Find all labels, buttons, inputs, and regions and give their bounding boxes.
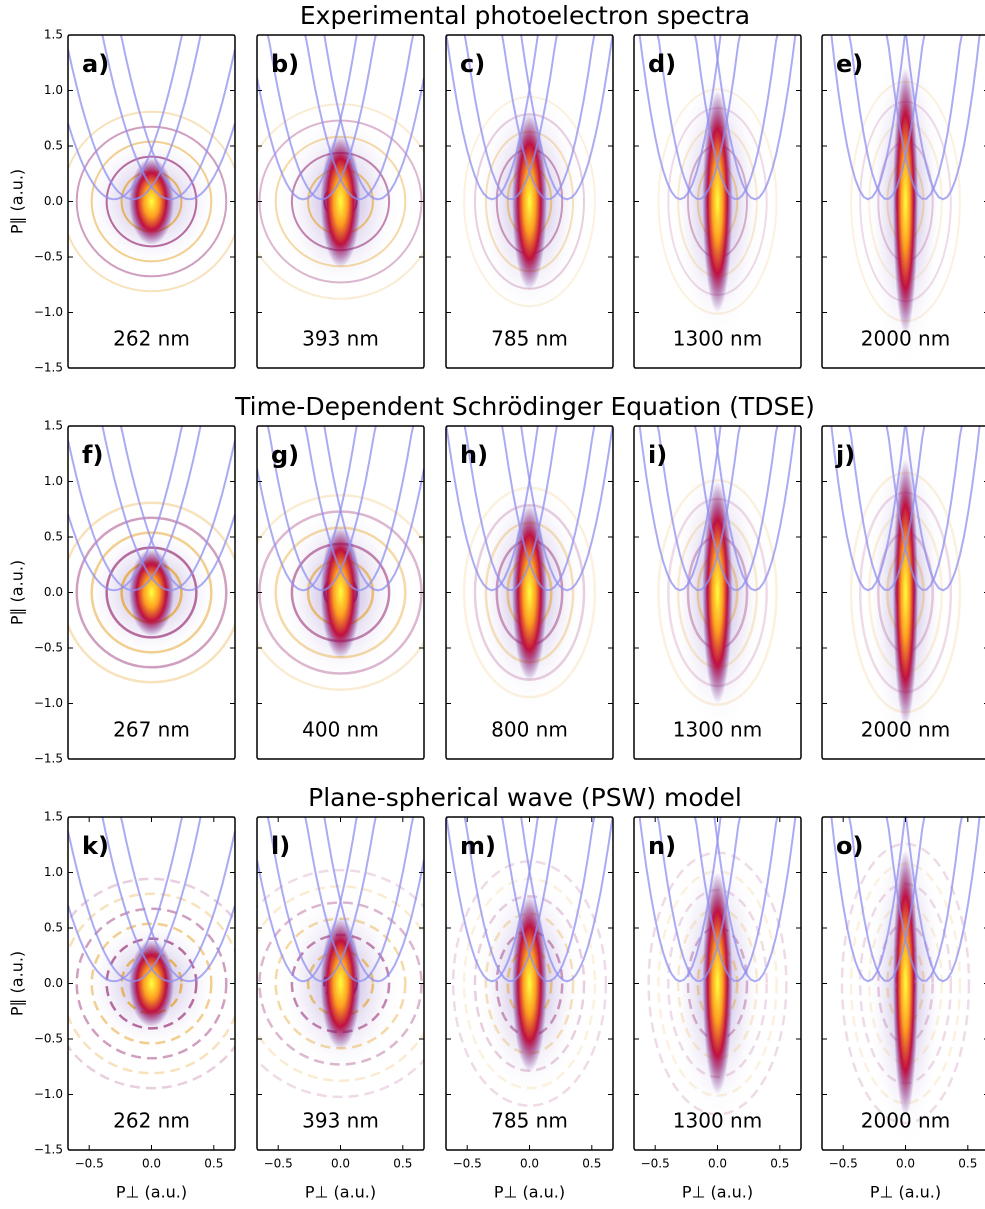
wavelength-label: 393 nm: [302, 327, 379, 351]
panel-label: a): [82, 50, 109, 78]
y-tick-label: −0.5: [34, 250, 63, 264]
panel-label: e): [836, 50, 863, 78]
wavelength-label: 1300 nm: [673, 327, 762, 351]
wavelength-label: 2000 nm: [861, 718, 950, 742]
core: [321, 917, 361, 1049]
wavelength-label: 262 nm: [113, 1109, 190, 1133]
core: [512, 113, 547, 290]
row-title: Plane-spherical wave (PSW) model: [308, 783, 742, 812]
y-tick-label: −1.5: [34, 752, 63, 766]
x-tick-label: 0.5: [204, 1157, 223, 1171]
panel-label: k): [82, 832, 109, 860]
y-tick-label: 1.0: [44, 865, 63, 879]
x-tick-label: −0.5: [641, 1157, 670, 1171]
x-tick-label: −0.5: [264, 1157, 293, 1171]
x-axis-label: P⊥ (a.u.): [870, 1183, 941, 1202]
panel-label: l): [271, 832, 290, 860]
y-tick-label: 0.0: [44, 976, 63, 990]
x-tick-label: −0.5: [453, 1157, 482, 1171]
x-tick-label: 0.0: [142, 1157, 161, 1171]
panel-label: n): [648, 832, 676, 860]
y-tick-label: −1.0: [34, 305, 63, 319]
x-tick-label: 0.0: [331, 1157, 350, 1171]
x-axis-label: P⊥ (a.u.): [305, 1183, 376, 1202]
x-axis-label: P⊥ (a.u.): [494, 1183, 565, 1202]
x-axis-label: P⊥ (a.u.): [682, 1183, 753, 1202]
core: [129, 940, 174, 1027]
panel-label: o): [836, 832, 863, 860]
y-tick-label: −1.5: [34, 361, 63, 375]
y-tick-label: −1.0: [34, 696, 63, 710]
y-tick-label: 1.0: [44, 474, 63, 488]
x-tick-label: −0.5: [75, 1157, 104, 1171]
core: [512, 504, 547, 681]
x-axis-label: P⊥ (a.u.): [116, 1183, 187, 1202]
wavelength-label: 2000 nm: [861, 1109, 950, 1133]
y-tick-label: 0.5: [44, 139, 63, 153]
figure: Experimental photoelectron spectra P∥ (a.…: [0, 0, 985, 1209]
y-tick-label: 0.0: [44, 194, 63, 208]
y-tick-label: −0.5: [34, 641, 63, 655]
image: [47, 806, 256, 1088]
x-tick-label: 0.5: [582, 1157, 601, 1171]
x-tick-label: −0.5: [829, 1157, 858, 1171]
core: [129, 158, 174, 245]
wavelength-label: 400 nm: [302, 718, 379, 742]
core: [321, 135, 361, 267]
wavelength-label: 393 nm: [302, 1109, 379, 1133]
y-axis-label: P∥ (a.u.): [8, 560, 27, 625]
x-tick-label: 0.5: [958, 1157, 977, 1171]
y-tick-label: 1.0: [44, 83, 63, 97]
x-tick-label: 0.0: [896, 1157, 915, 1171]
y-tick-label: 0.5: [44, 921, 63, 935]
x-tick-label: 0.5: [393, 1157, 412, 1171]
y-tick-label: −1.0: [34, 1087, 63, 1101]
panel-label: c): [460, 50, 485, 78]
wavelength-label: 262 nm: [113, 327, 190, 351]
image: [227, 806, 454, 1097]
x-tick-label: 0.0: [708, 1157, 727, 1171]
y-tick-label: 0.5: [44, 530, 63, 544]
wavelength-label: 800 nm: [491, 718, 568, 742]
x-tick-label: 0.0: [520, 1157, 539, 1171]
y-axis-label: P∥ (a.u.): [8, 951, 27, 1016]
wavelength-label: 267 nm: [113, 718, 190, 742]
core: [512, 895, 547, 1072]
panel-label: b): [271, 50, 299, 78]
panel-label: f): [82, 441, 103, 469]
row-title: Experimental photoelectron spectra: [300, 1, 750, 30]
panel-label: g): [271, 441, 299, 469]
x-tick-label: 0.5: [770, 1157, 789, 1171]
y-axis-label: P∥ (a.u.): [8, 169, 27, 234]
y-tick-label: 0.0: [44, 585, 63, 599]
wavelength-label: 785 nm: [491, 1109, 568, 1133]
panel-label: h): [460, 441, 488, 469]
row-title: Time-Dependent Schrödinger Equation (TDS…: [234, 392, 815, 421]
core: [321, 526, 361, 658]
y-tick-label: 1.5: [44, 810, 63, 824]
y-tick-label: 1.5: [44, 419, 63, 433]
y-tick-label: −1.5: [34, 1143, 63, 1157]
wavelength-label: 2000 nm: [861, 327, 950, 351]
panel-label: m): [460, 832, 496, 860]
panel-label: j): [835, 441, 855, 469]
y-tick-label: 1.5: [44, 28, 63, 42]
panel-label: i): [648, 441, 667, 469]
y-tick-label: −0.5: [34, 1032, 63, 1046]
core: [129, 549, 174, 636]
wavelength-label: 1300 nm: [673, 1109, 762, 1133]
panel-label: d): [648, 50, 676, 78]
wavelength-label: 1300 nm: [673, 718, 762, 742]
wavelength-label: 785 nm: [491, 327, 568, 351]
